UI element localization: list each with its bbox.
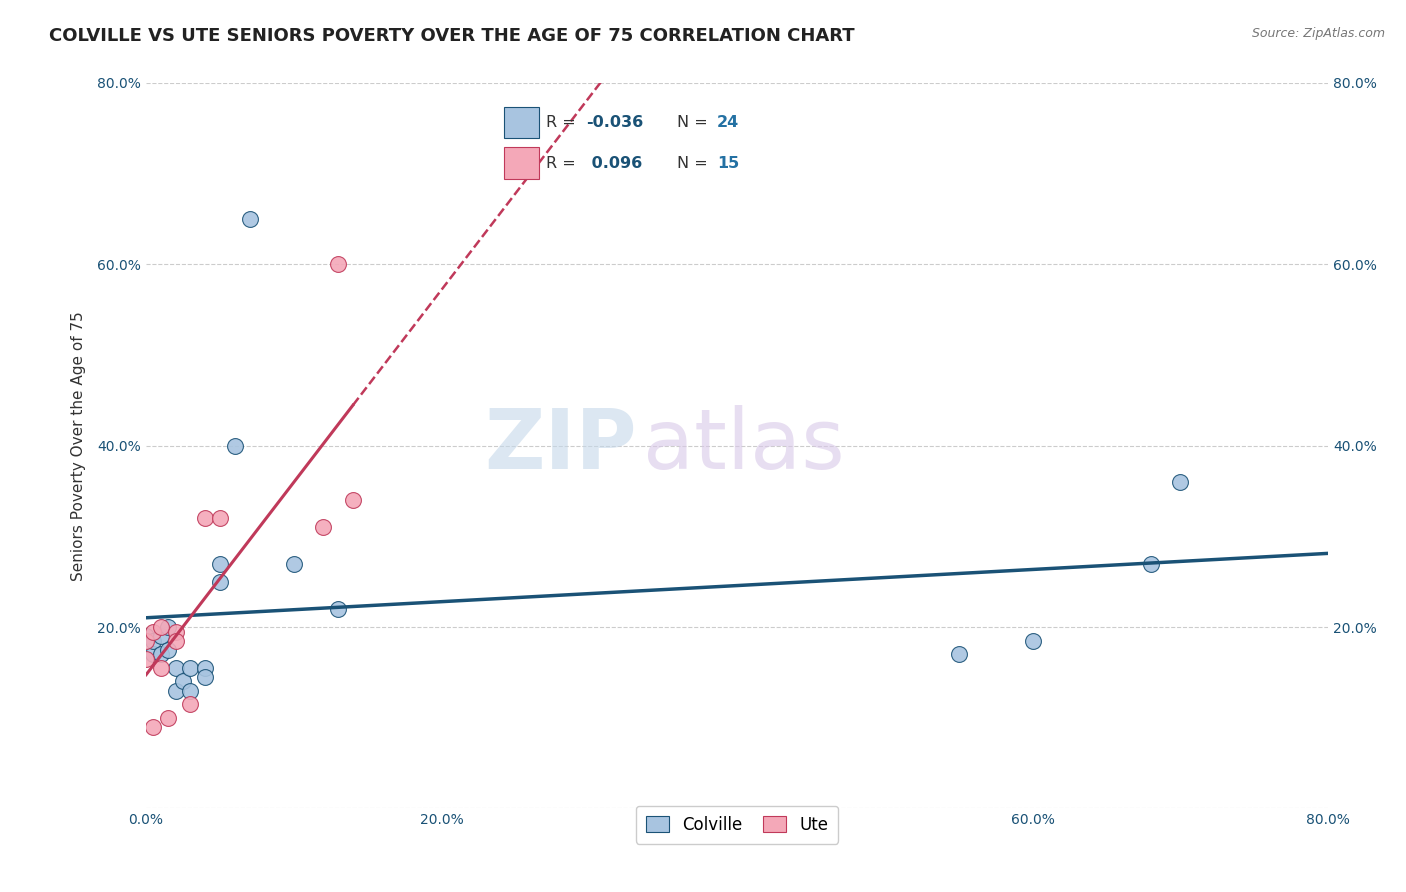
Point (157, 642, 180, 657)
Point (312, 520, 335, 534)
Point (172, 674, 194, 689)
Point (179, 661, 201, 675)
Point (165, 683, 187, 698)
Point (194, 661, 217, 675)
Point (328, 257, 350, 271)
Point (328, 602, 350, 616)
Text: ZIP: ZIP (484, 405, 637, 486)
Point (283, 557, 305, 571)
Point (135, 633, 157, 648)
Text: COLVILLE VS UTE SENIORS POVERTY OVER THE AGE OF 75 CORRELATION CHART: COLVILLE VS UTE SENIORS POVERTY OVER THE… (49, 27, 855, 45)
Point (142, 624, 165, 639)
Point (165, 633, 187, 648)
Point (149, 629, 172, 643)
Point (135, 652, 157, 666)
Point (194, 670, 217, 684)
Point (194, 511, 217, 525)
Point (179, 683, 201, 698)
Point (342, 493, 364, 508)
Point (157, 620, 180, 634)
Point (142, 647, 165, 661)
Point (224, 439, 246, 453)
Point (1170, 475, 1192, 489)
Point (238, 211, 260, 226)
Point (165, 624, 187, 639)
Point (179, 697, 201, 711)
Point (948, 647, 970, 661)
Point (142, 720, 165, 734)
Point (135, 629, 157, 643)
Legend: Colville, Ute: Colville, Ute (636, 805, 838, 844)
Text: Source: ZipAtlas.com: Source: ZipAtlas.com (1251, 27, 1385, 40)
Point (149, 647, 172, 661)
Point (149, 620, 172, 634)
Point (149, 661, 172, 675)
Point (208, 511, 231, 525)
Point (165, 661, 187, 675)
Point (157, 711, 180, 725)
Point (1021, 633, 1043, 648)
Point (1140, 557, 1163, 571)
Point (142, 633, 165, 648)
Point (208, 557, 231, 571)
Point (208, 574, 231, 589)
Y-axis label: Seniors Poverty Over the Age of 75: Seniors Poverty Over the Age of 75 (72, 310, 86, 581)
Text: atlas: atlas (643, 405, 845, 486)
